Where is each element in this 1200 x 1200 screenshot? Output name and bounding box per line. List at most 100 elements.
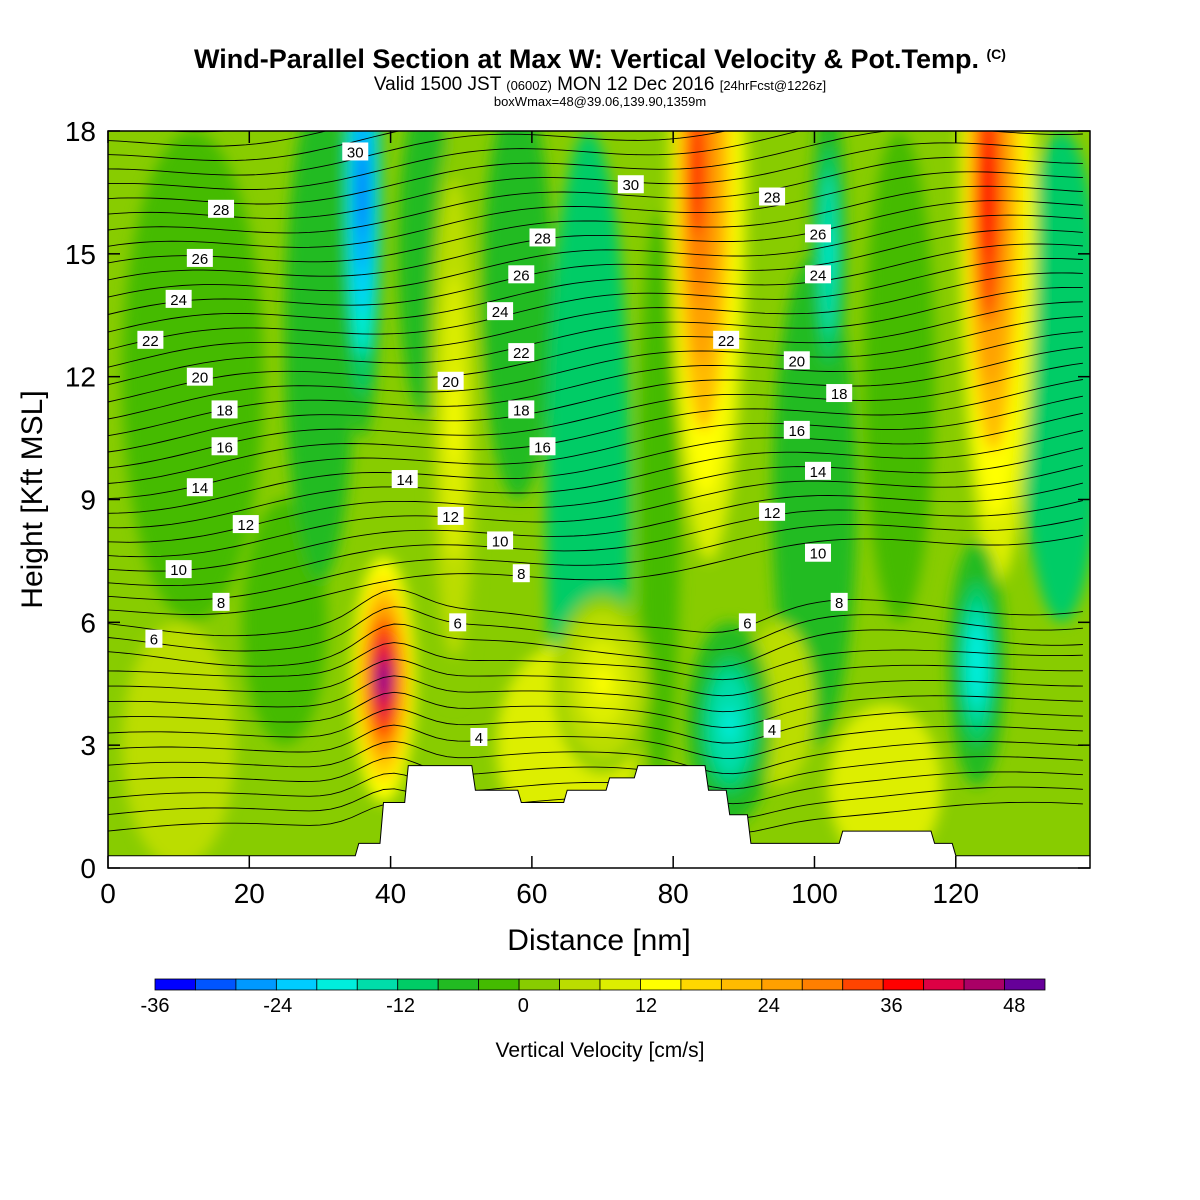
contour-label: 16 <box>783 420 810 440</box>
contour-label-text: 24 <box>810 267 827 284</box>
colorbar-tick-label: -36 <box>141 995 170 1017</box>
contour-label: 18 <box>826 384 853 403</box>
contour-label: 10 <box>487 531 514 550</box>
contour-label: 14 <box>805 461 832 481</box>
contour-label-box <box>805 543 832 562</box>
chart-box-info: boxWmax=48@39.06,139.90,1359m <box>493 94 707 109</box>
theta-contour <box>108 331 1083 437</box>
theta-contour <box>108 623 1083 668</box>
y-axis-label: Height [Kft MSL] <box>16 390 49 608</box>
contour-label: 22 <box>713 330 740 350</box>
y-tick-label: 12 <box>65 362 96 393</box>
contour-label-text: 14 <box>396 472 413 489</box>
contour-label-box <box>165 289 192 308</box>
colorbar-swatch <box>599 978 641 991</box>
theta-contour <box>108 131 1083 205</box>
y-tick-label: 0 <box>80 853 96 884</box>
contour-label-text: 26 <box>513 267 530 284</box>
x-tick-label: 120 <box>932 878 979 909</box>
contour-label-box <box>617 175 644 194</box>
colorbar-swatch <box>559 978 601 991</box>
contour-label: 30 <box>342 142 369 161</box>
contour-label-box <box>487 531 514 550</box>
y-tick-label: 15 <box>65 239 96 270</box>
x-tick-label: 40 <box>375 878 406 909</box>
contour-label-box <box>508 265 535 284</box>
downdraft-core <box>722 707 737 742</box>
colorbar-tick-label: 12 <box>635 995 657 1017</box>
contour-label: 24 <box>805 265 832 284</box>
contour-label: 10 <box>805 543 832 563</box>
contour-label: 14 <box>186 478 213 497</box>
contour-label-text: 12 <box>237 517 254 534</box>
contour-label-text: 8 <box>517 566 525 583</box>
theta-contour <box>162 131 231 133</box>
theta-contour <box>108 214 1083 298</box>
colorbar-tick-label: 48 <box>1003 995 1025 1017</box>
colorbar-swatch <box>154 978 196 991</box>
colorbar: -36 -24 -12 0 12 24 36 48 Vertical Velocity [cm/… <box>141 978 1046 1062</box>
colorbar-swatch <box>640 978 682 991</box>
contour-label-box <box>759 502 786 521</box>
y-tick-label: 9 <box>80 485 96 516</box>
contour-label-text: 18 <box>216 402 233 419</box>
colorbar-swatch <box>1004 978 1046 991</box>
theta-contour <box>108 156 1083 234</box>
contour-label-text: 24 <box>492 304 509 321</box>
colorbar-tick-label: 24 <box>758 995 780 1017</box>
contour-label: 8 <box>830 592 848 612</box>
contour-label: 24 <box>487 302 514 321</box>
theta-contour <box>108 272 1083 368</box>
contour-label-text: 26 <box>810 226 827 243</box>
theta-contour <box>108 185 1083 264</box>
contour-label: 16 <box>211 437 238 456</box>
theta-contour <box>108 142 1083 219</box>
updraft-core <box>378 659 389 701</box>
contour-label-box <box>186 478 213 497</box>
colorbar-swatch <box>801 978 844 991</box>
x-tick-label: 60 <box>516 878 547 909</box>
contour-label-box <box>508 400 535 419</box>
contour-label-text: 12 <box>442 509 459 526</box>
contour-label-text: 28 <box>213 202 230 219</box>
contour-label-box <box>211 437 238 456</box>
contour-label-text: 28 <box>764 190 781 207</box>
contour-label-text: 4 <box>475 730 483 747</box>
theta-contour <box>108 258 1083 351</box>
contour-label: 26 <box>508 265 535 284</box>
contour-label-text: 20 <box>788 353 805 370</box>
y-tick-label: 6 <box>80 607 96 638</box>
theta-contour <box>108 500 1084 587</box>
contour-label-box <box>449 613 467 632</box>
contour-label: 24 <box>165 289 192 309</box>
theta-contour <box>108 316 1083 420</box>
contour-label-box <box>211 400 238 419</box>
contour-label: 22 <box>137 330 164 350</box>
contour-label: 4 <box>763 719 781 739</box>
contour-label-box <box>512 564 530 583</box>
terrain-profile <box>107 765 1091 869</box>
colorbar-swatch <box>842 978 884 991</box>
theta-contour <box>108 534 1083 615</box>
contour-label-box <box>145 629 163 648</box>
contour-label: 12 <box>232 515 259 534</box>
colorbar-swatch <box>761 978 803 991</box>
chart-title: Wind-Parallel Section at Max W: Vertical… <box>194 44 1006 74</box>
colorbar-swatch <box>356 978 399 991</box>
contour-label: 28 <box>208 199 235 219</box>
contour-label: 10 <box>165 560 192 579</box>
theta-contour <box>108 131 801 190</box>
contour-label-box <box>208 199 235 218</box>
theta-contour <box>108 412 1083 514</box>
colorbar-swatch <box>720 978 763 991</box>
contour-label-box <box>759 187 786 206</box>
contour-label-text: 22 <box>513 345 530 362</box>
contour-label-text: 20 <box>191 370 208 387</box>
contour-label: 8 <box>512 564 530 583</box>
contour-labels: 30 28 26 24 22 20 18 16 14 12 10 8 6 30 28 26 24 22 20 18 16… <box>137 142 853 747</box>
contour-label-text: 10 <box>170 562 187 579</box>
colorbar-tick-label: 36 <box>880 995 902 1017</box>
theta-contour <box>108 200 1083 281</box>
contour-label-text: 4 <box>768 722 776 739</box>
theta-contour <box>108 675 1083 713</box>
